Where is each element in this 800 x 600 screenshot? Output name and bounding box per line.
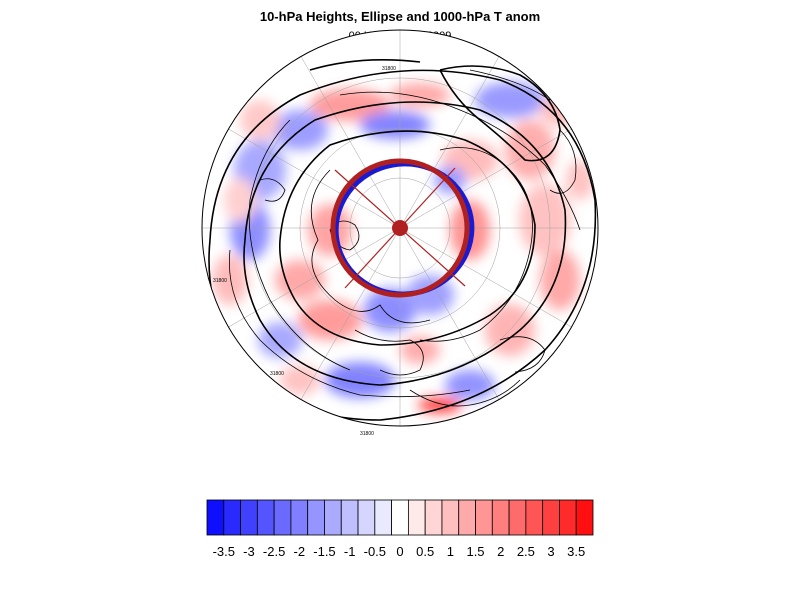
colorbar-tick-label: 3.5 <box>567 544 585 559</box>
contour-label: 31800 <box>382 66 396 72</box>
anomaly-patch <box>298 300 362 340</box>
contour-label: 31800 <box>213 278 227 284</box>
map-title: 10-hPa Heights, Ellipse and 1000-hPa T a… <box>259 9 541 24</box>
anomaly-patch <box>212 255 248 305</box>
colorbar-tick-label: 0.5 <box>416 544 434 559</box>
colorbar-swatch <box>340 499 359 536</box>
anomaly-patch <box>418 397 462 413</box>
colorbar-swatch <box>240 499 258 536</box>
contour-label: 31800 <box>270 371 284 377</box>
colorbar-tick-label: 1 <box>447 544 454 559</box>
colorbar-tick-label: 3 <box>547 544 554 559</box>
colorbar-swatch <box>575 499 594 536</box>
colorbar-swatch <box>206 499 225 536</box>
colorbar-swatch <box>525 499 544 536</box>
colorbar-tick-label: -3 <box>243 544 255 559</box>
colorbar-swatch <box>374 499 393 536</box>
colorbar-swatch <box>273 499 292 536</box>
anomaly-patch <box>224 178 256 222</box>
coastline <box>229 69 581 407</box>
vortex-ellipse <box>330 158 475 298</box>
meridian-line <box>399 54 501 229</box>
colorbar-swatch <box>475 499 493 536</box>
colorbar-tick-label: -1 <box>344 544 356 559</box>
colorbar-swatch <box>491 499 510 536</box>
colorbar-swatch <box>357 499 376 536</box>
colorbar-swatch <box>559 499 577 536</box>
anomaly-patch <box>540 250 580 310</box>
anomaly-patch <box>325 362 395 398</box>
colorbar-swatch <box>424 499 443 536</box>
colorbar-swatch <box>391 499 409 536</box>
colorbar-swatch <box>324 499 342 536</box>
colorbar-tick-label: 2.5 <box>517 544 535 559</box>
meridian-line <box>299 54 401 229</box>
anomaly-patch <box>310 89 390 121</box>
temperature-anomaly-field <box>202 30 598 426</box>
anomaly-patch <box>475 82 545 118</box>
colorbar-tick-label: 2 <box>497 544 504 559</box>
ellipse-center-marker <box>392 220 408 236</box>
ellipse-outer-ring <box>330 158 470 298</box>
anomaly-patch <box>364 288 416 332</box>
colorbar-swatch <box>458 499 476 536</box>
colorbar-swatch <box>542 499 560 536</box>
contour-label: 31800 <box>360 431 374 437</box>
colorbar-tick-label: -0.5 <box>364 544 386 559</box>
contour-labels: 31800 31800 31800 31800 <box>213 66 396 437</box>
meridian-line <box>226 127 401 229</box>
map-boundary <box>201 29 599 427</box>
meridian-line <box>299 227 401 402</box>
colorbar-tick-label: -2 <box>294 544 306 559</box>
meridian-line <box>399 227 574 329</box>
colorbar-tick-label: -2.5 <box>263 544 285 559</box>
anomaly-patch <box>275 260 325 300</box>
colorbar-swatch <box>256 499 275 536</box>
colorbar-swatch <box>441 499 460 536</box>
meridian-line <box>399 127 574 229</box>
colorbar-tick-label: 1.5 <box>466 544 484 559</box>
colorbar-tick-label: 0 <box>396 544 403 559</box>
colorbar-swatch <box>307 499 325 536</box>
colorbar-swatch <box>407 499 426 536</box>
colorbar-swatch <box>508 499 527 536</box>
colorbar-tick-label: -3.5 <box>213 544 235 559</box>
colorbar-swatch <box>223 499 241 536</box>
colorbar-swatch <box>290 499 309 536</box>
meridian-line <box>399 227 501 402</box>
anomaly-patch <box>280 365 320 395</box>
colorbar-tick-label: -1.5 <box>313 544 335 559</box>
anomaly-patch <box>240 100 280 140</box>
